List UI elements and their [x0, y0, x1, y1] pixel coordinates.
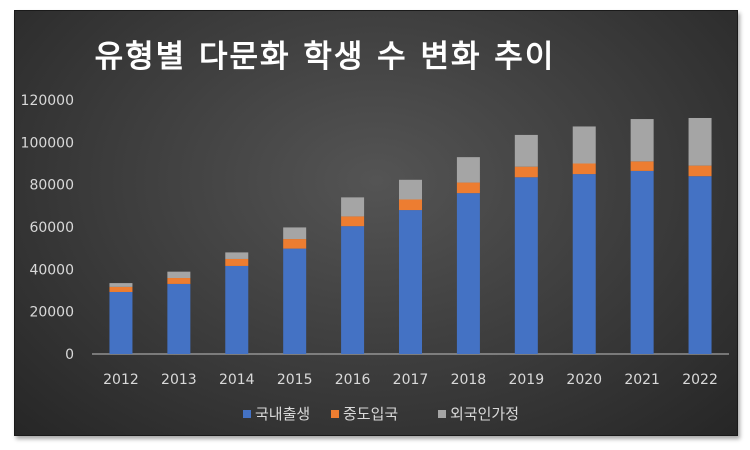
bar-2020-중도입국 [572, 163, 596, 175]
bar-2016-외국인가정 [341, 197, 365, 217]
bar-2022-중도입국 [688, 165, 712, 177]
legend-label-외국인가정: 외국인가정 [450, 405, 519, 423]
bar-2018-외국인가정 [456, 157, 480, 183]
bar-2013-중도입국 [167, 278, 191, 284]
y-tick-label: 120000 [21, 93, 74, 109]
x-tick-label: 2013 [161, 372, 197, 388]
bar-2015-중도입국 [283, 239, 307, 249]
chart-card: 유형별 다문화 학생 수 변화 추이 0 20000 40000 60000 80000… [14, 10, 738, 436]
y-tick-label: 80000 [29, 178, 74, 194]
y-tick-label: 60000 [29, 220, 74, 236]
legend: 국내출생 중도입국 외국인가정 [243, 405, 519, 423]
legend-label-국내출생: 국내출생 [255, 405, 310, 423]
x-tick-label: 2012 [103, 372, 139, 388]
y-axis: 0 20000 40000 60000 80000 100000 120000 [21, 93, 74, 363]
bar-2013-외국인가정 [167, 271, 191, 279]
bar-2017-중도입국 [399, 199, 422, 211]
bar-2012-국내출생 [109, 291, 133, 354]
chart-title: 유형별 다문화 학생 수 변화 추이 [94, 39, 556, 75]
legend-label-중도입국: 중도입국 [343, 405, 398, 423]
legend-swatch-외국인가정 [438, 410, 446, 418]
bar-2018-중도입국 [456, 182, 480, 194]
x-tick-label: 2020 [566, 372, 602, 388]
x-tick-label: 2022 [682, 372, 718, 388]
x-tick-label: 2018 [451, 372, 487, 388]
bar-2015-외국인가정 [283, 227, 307, 240]
legend-swatch-중도입국 [331, 410, 339, 418]
bar-2022-외국인가정 [688, 117, 712, 166]
bar-2021-중도입국 [630, 161, 654, 171]
bar-2017-외국인가정 [399, 179, 422, 200]
bar-2019-중도입국 [514, 166, 538, 178]
x-tick-label: 2021 [624, 372, 660, 388]
x-tick-label: 2016 [335, 372, 371, 388]
bars [109, 117, 712, 354]
bar-2018-국내출생 [456, 193, 480, 354]
bar-2019-국내출생 [514, 177, 538, 354]
x-tick-label: 2019 [508, 372, 544, 388]
bar-2020-외국인가정 [572, 126, 596, 164]
bar-2016-중도입국 [341, 216, 365, 227]
bar-2016-국내출생 [341, 226, 365, 354]
bar-2021-외국인가정 [630, 119, 654, 162]
y-tick-label: 100000 [21, 135, 74, 151]
legend-swatch-국내출생 [243, 410, 251, 418]
bar-2020-국내출생 [572, 174, 596, 354]
bar-2021-국내출생 [630, 170, 654, 354]
x-tick-label: 2014 [219, 372, 255, 388]
bar-2014-국내출생 [225, 265, 249, 354]
x-tick-label: 2015 [277, 372, 313, 388]
y-tick-label: 20000 [29, 305, 74, 321]
x-axis: 2012 2013 2014 2015 2016 2017 2018 2019 2020 2021… [103, 372, 718, 388]
bar-2019-외국인가정 [514, 134, 538, 167]
bar-2014-외국인가정 [225, 252, 249, 259]
bar-2012-외국인가정 [109, 283, 133, 287]
y-tick-label: 0 [65, 347, 74, 363]
y-tick-label: 40000 [29, 262, 74, 278]
bar-2017-국내출생 [399, 210, 422, 354]
bar-2012-중도입국 [109, 286, 133, 292]
bar-2015-국내출생 [283, 248, 307, 354]
bar-2022-국내출생 [688, 176, 712, 354]
bar-2014-중도입국 [225, 258, 249, 266]
x-tick-label: 2017 [393, 372, 429, 388]
bar-2013-국내출생 [167, 283, 191, 354]
